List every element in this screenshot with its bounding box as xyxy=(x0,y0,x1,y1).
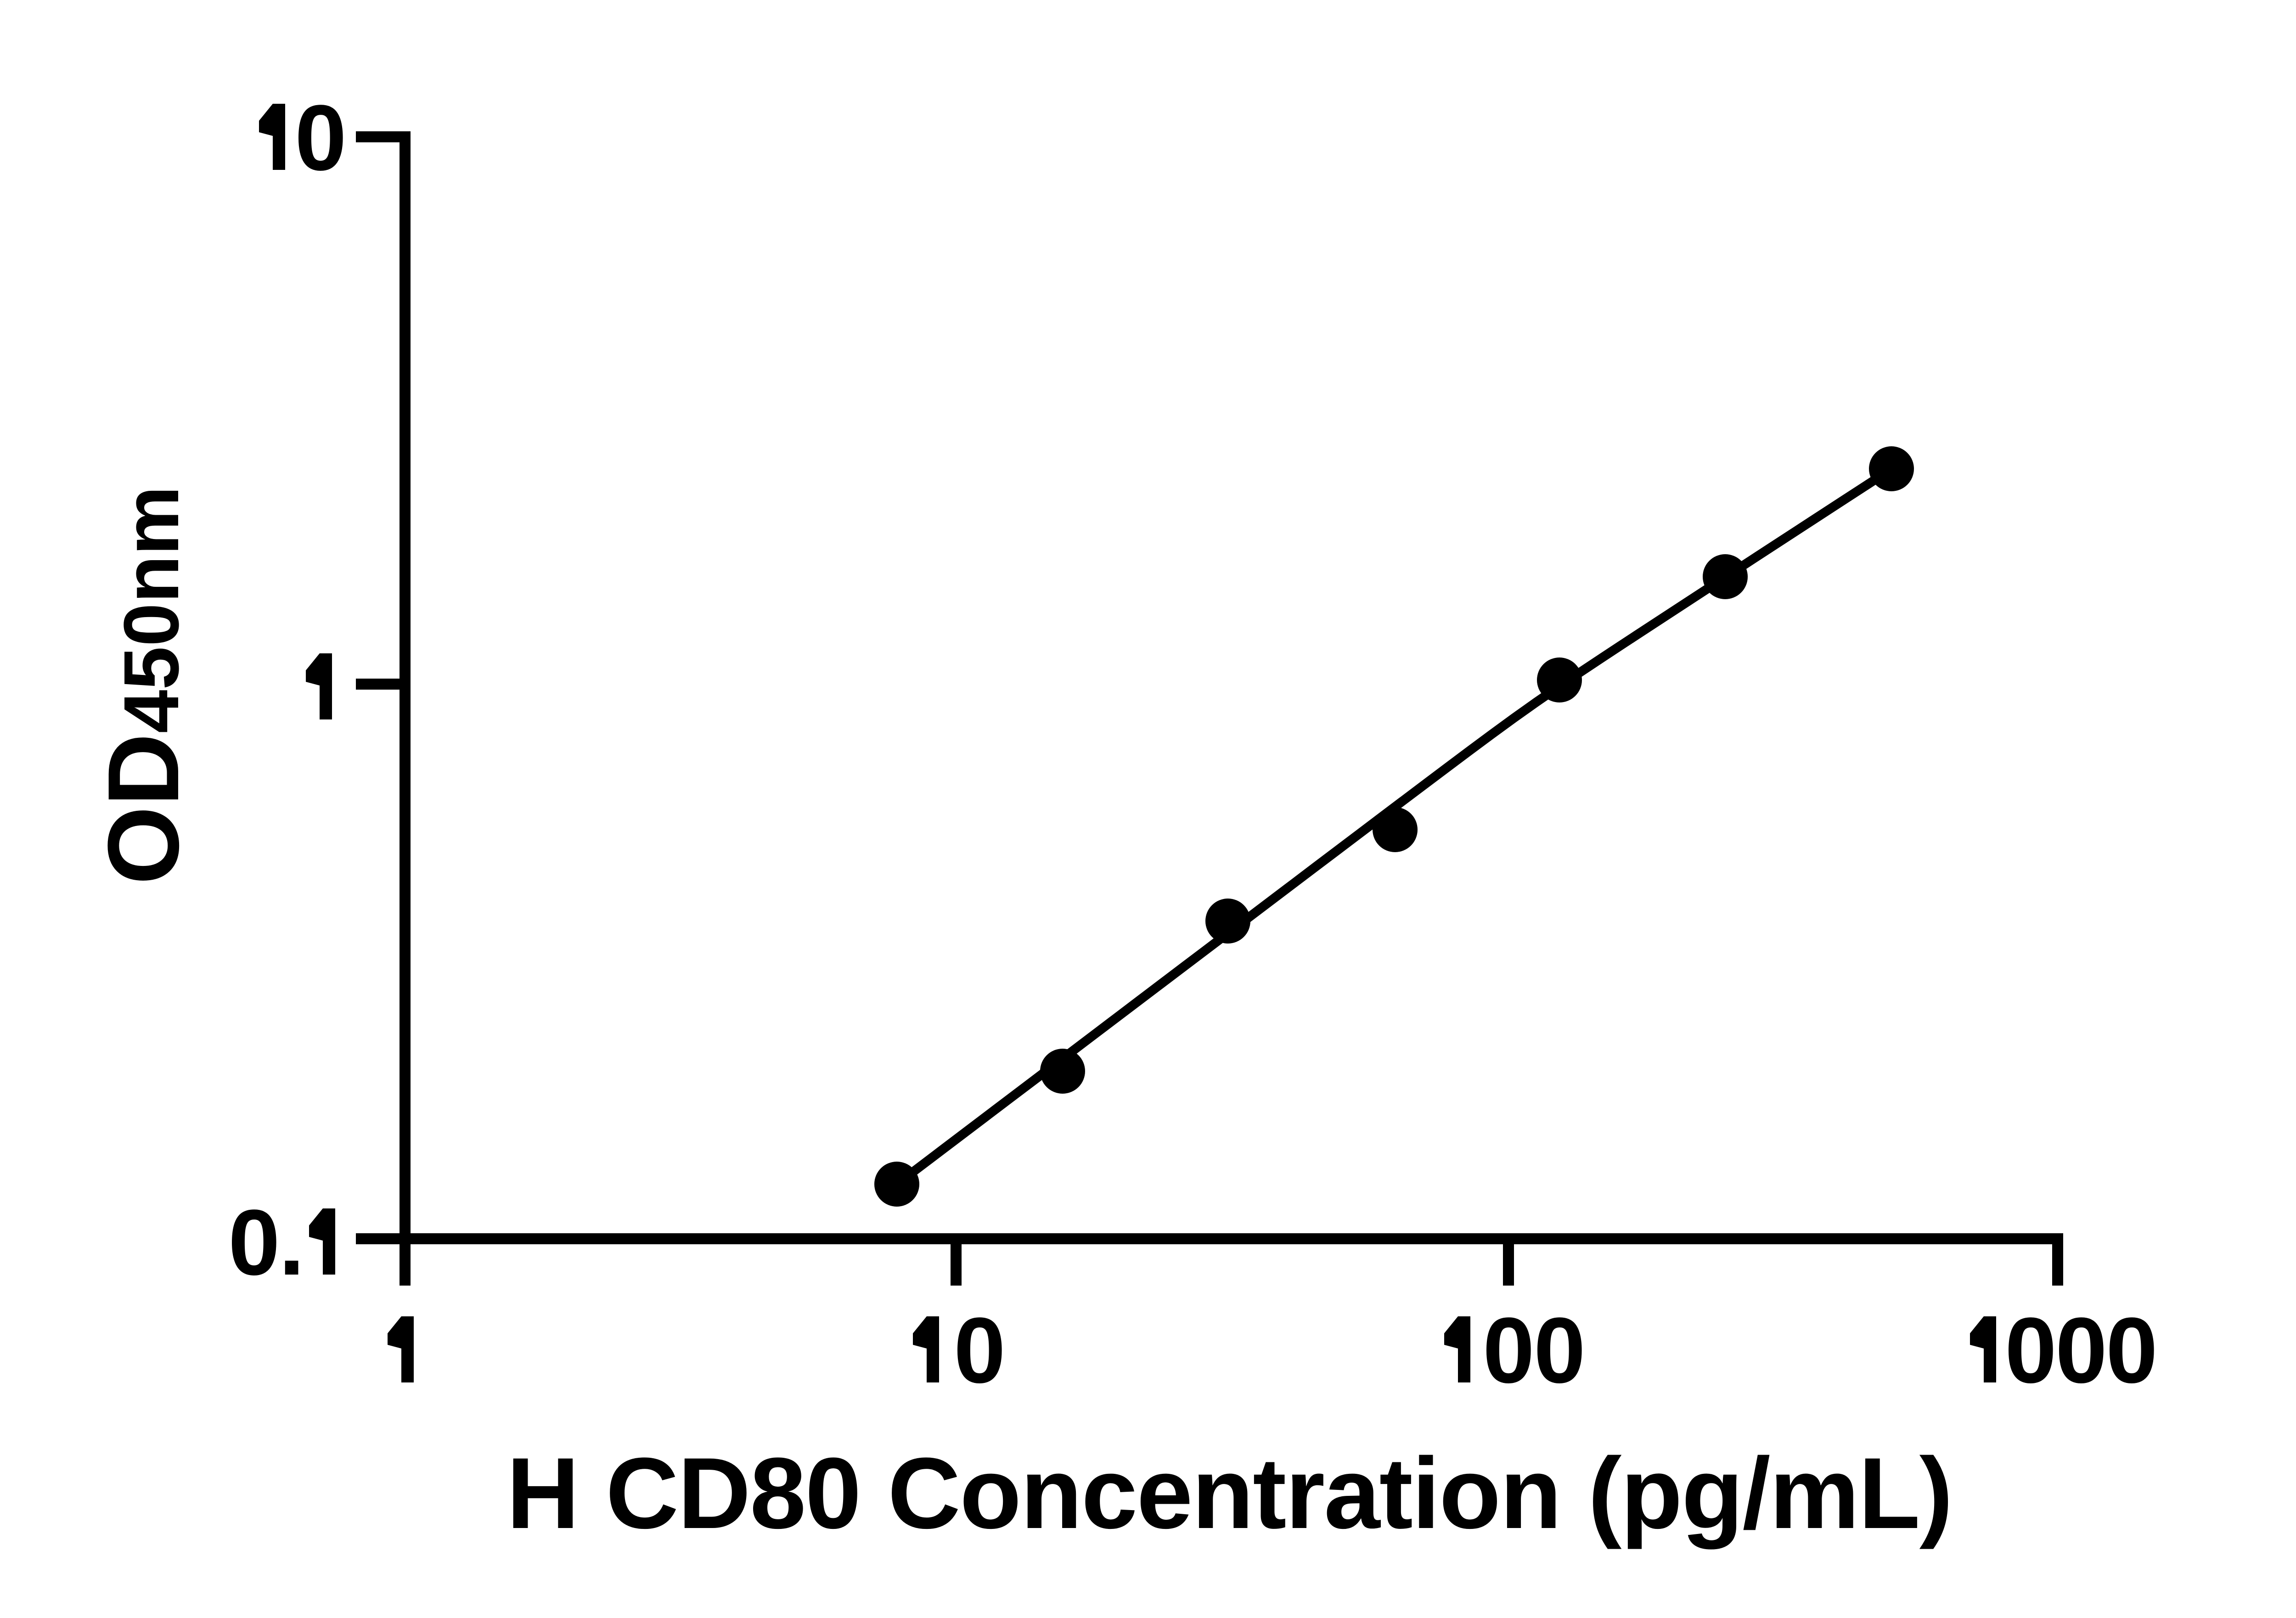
svg-text:OD450nm: OD450nm xyxy=(87,486,200,885)
svg-text:0: 0 xyxy=(1534,1298,1586,1403)
svg-text:0: 0 xyxy=(1483,1298,1535,1403)
svg-text:0: 0 xyxy=(954,1298,1006,1403)
svg-text:H CD80 Concentration (pg/mL): H CD80 Concentration (pg/mL) xyxy=(506,1437,1953,1550)
svg-text:0: 0 xyxy=(2005,1298,2057,1403)
svg-text:0: 0 xyxy=(2106,1298,2158,1403)
svg-text:0: 0 xyxy=(2055,1298,2107,1403)
svg-text:0: 0 xyxy=(228,1191,280,1295)
svg-text:0: 0 xyxy=(295,86,347,190)
svg-text:.: . xyxy=(279,1191,304,1295)
